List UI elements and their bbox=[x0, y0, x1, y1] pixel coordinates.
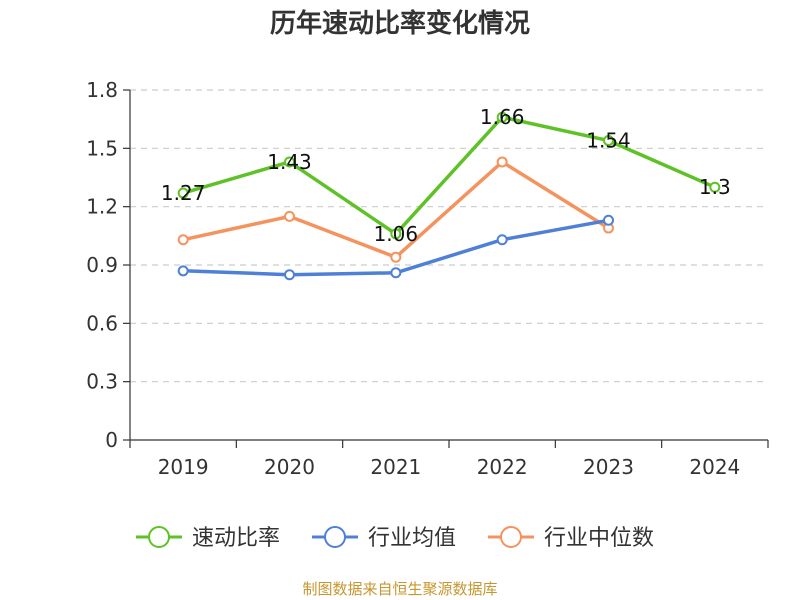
x-tick-label: 2024 bbox=[689, 455, 740, 479]
data-label: 1.06 bbox=[374, 222, 419, 246]
data-point bbox=[284, 210, 295, 222]
data-point bbox=[496, 111, 508, 123]
series-layer bbox=[177, 111, 721, 281]
x-tick-label: 2021 bbox=[370, 455, 421, 479]
x-tick-label: 2022 bbox=[477, 455, 528, 479]
data-labels: 1.27 1.43 1.06 1.66 1.54 1.3 bbox=[161, 105, 731, 246]
chart-title: 历年速动比率变化情况 bbox=[270, 8, 530, 39]
data-point bbox=[390, 267, 402, 279]
source-note: 制图数据来自恒生聚源数据库 bbox=[302, 580, 497, 598]
legend: 速动比率 行业均值 行业中位数 bbox=[136, 526, 654, 551]
legend-marker bbox=[500, 526, 522, 548]
data-label: 1.66 bbox=[480, 105, 525, 129]
data-point bbox=[496, 234, 508, 246]
axes: 0 0.3 0.6 0.9 1.2 1.5 1.8 2019 2020 2021 2022 2023 2… bbox=[86, 78, 769, 479]
legend-label: 行业均值 bbox=[368, 526, 456, 551]
data-label: 1.3 bbox=[699, 175, 731, 199]
y-tick-label: 1.2 bbox=[86, 195, 118, 219]
x-tick-label: 2023 bbox=[583, 455, 634, 479]
data-label: 1.27 bbox=[161, 181, 206, 205]
data-point bbox=[390, 228, 402, 240]
data-point bbox=[284, 156, 295, 168]
data-label: 1.43 bbox=[267, 150, 312, 174]
data-label: 1.54 bbox=[586, 129, 631, 153]
legend-label: 行业中位数 bbox=[544, 526, 654, 551]
data-point bbox=[603, 135, 614, 147]
data-point bbox=[390, 251, 402, 263]
y-tick-label: 1.5 bbox=[86, 136, 118, 160]
series-line bbox=[181, 115, 717, 236]
legend-marker bbox=[324, 526, 346, 548]
grid bbox=[130, 89, 768, 383]
y-tick-label: 0.3 bbox=[86, 370, 118, 394]
legend-label: 速动比率 bbox=[192, 526, 280, 551]
y-tick-label: 1.8 bbox=[86, 78, 118, 102]
data-point bbox=[284, 269, 295, 281]
legend-marker bbox=[148, 526, 170, 548]
data-point bbox=[603, 214, 614, 226]
x-tick-label: 2019 bbox=[158, 455, 209, 479]
y-tick-label: 0 bbox=[105, 428, 118, 452]
data-point bbox=[496, 156, 508, 168]
data-point bbox=[177, 234, 189, 246]
data-point bbox=[709, 181, 721, 193]
y-tick-label: 0.9 bbox=[86, 253, 118, 277]
y-tick-label: 0.6 bbox=[86, 311, 118, 335]
data-point bbox=[177, 265, 189, 277]
data-point bbox=[177, 187, 189, 199]
x-tick-label: 2020 bbox=[264, 455, 315, 479]
